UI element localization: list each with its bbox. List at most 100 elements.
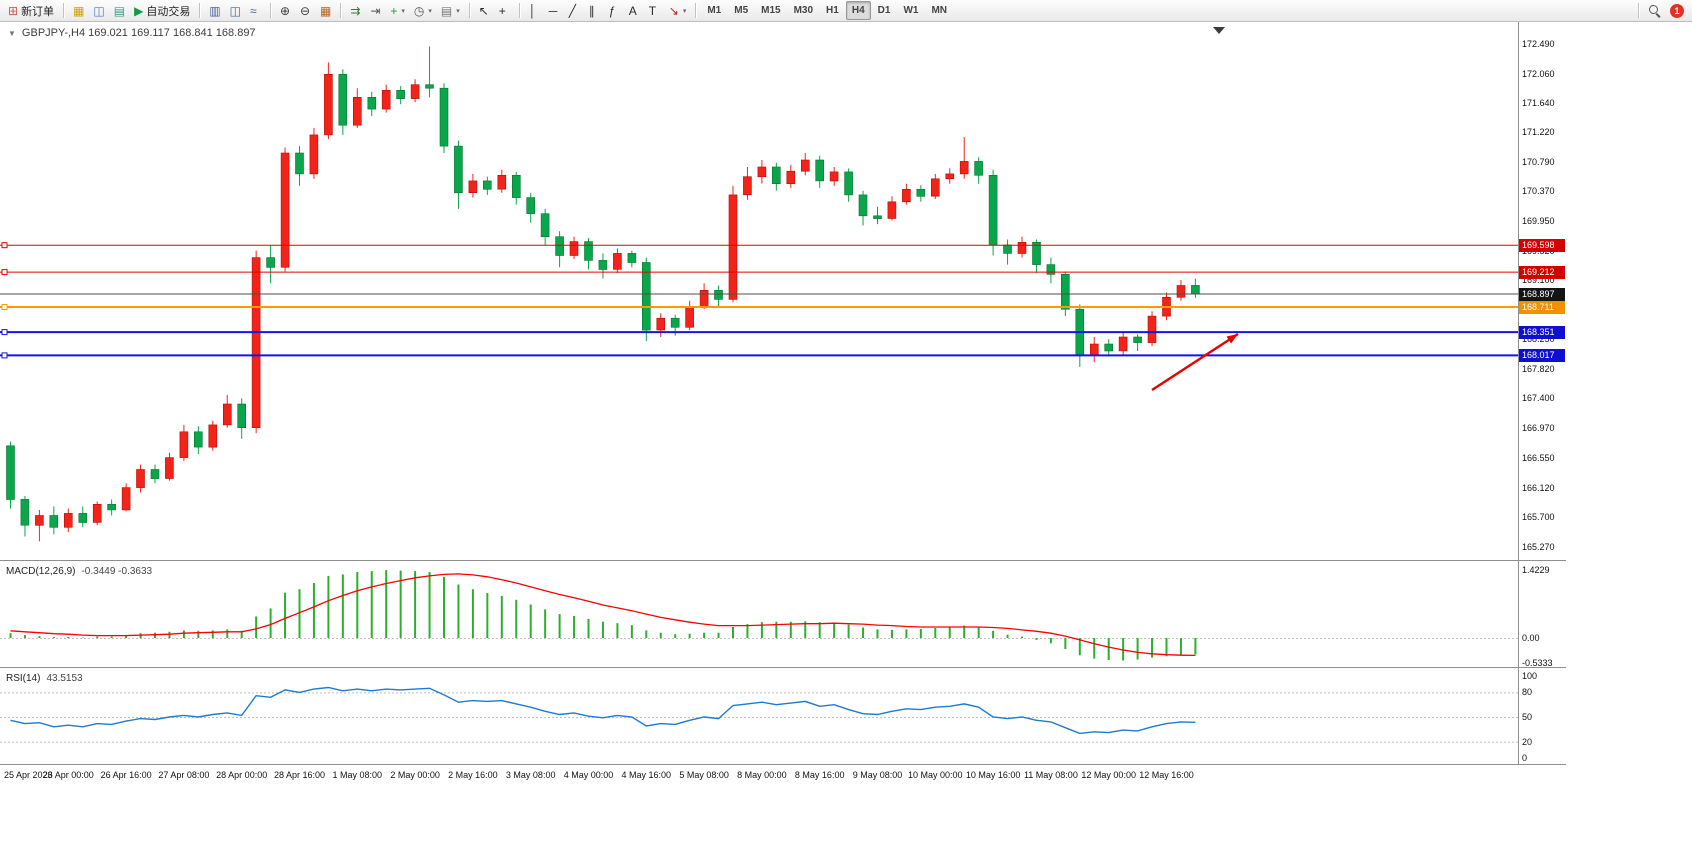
toolbar-separator [199,3,201,18]
chart-shift-marker[interactable] [1213,27,1225,34]
time-axis-label: 4 May 00:00 [563,770,614,780]
search-button[interactable] [1644,1,1665,20]
bear-candle [555,236,564,256]
time-axis-label: 10 May 16:00 [965,770,1021,780]
macd-signal-line [10,573,1196,657]
price-axis-label: 167.820 [1522,364,1555,375]
bull-candle [497,175,507,190]
zoom-out-button[interactable]: ⊖ [296,1,315,20]
line-chart-button[interactable]: ≈ [246,1,265,20]
bear-candle [916,189,926,197]
timeframe-d1-button[interactable]: D1 [877,5,891,16]
market-watch-button[interactable]: ▦ [69,1,88,20]
bear-candle [844,171,853,196]
zoom-in-icon: ⊕ [280,3,291,18]
time-axis-label: 12 May 16:00 [1139,770,1194,780]
bull-candle [1017,242,1027,254]
toolbar-separator [63,3,65,18]
timeframe-m5-button[interactable]: M5 [734,5,749,16]
chevron-down-icon: ▾ [428,7,432,15]
toolbar-separator [468,3,470,18]
auto-scroll-button[interactable]: ⇉ [346,1,365,20]
bull-candle [251,257,261,429]
bar-chart-icon: ▥ [209,3,221,18]
bear-candle [266,257,275,268]
terminal-icon: ▤ [113,3,126,18]
bar-chart-button[interactable]: ▥ [205,1,224,20]
crosshair-button[interactable]: + [495,1,514,20]
timeframe-h1-button[interactable]: H1 [826,5,839,16]
one-click-trading-arrow[interactable]: ▼ [8,28,16,38]
terminal-button[interactable]: ▤ [110,1,129,20]
price-axis-label: 165.270 [1522,541,1555,552]
navigator-button[interactable]: ◫ [89,1,108,20]
bear-candle [367,97,377,110]
arrows-button[interactable]: ↘ ▾ [665,1,691,20]
rsi-axis-label: 100 [1522,671,1538,681]
toolbar-separator [518,3,520,18]
time-axis-label: 8 May 00:00 [737,770,787,780]
bull-candle [930,178,940,197]
fibonacci-button[interactable]: ƒ [605,1,624,20]
notifications-badge[interactable]: 1 [1666,1,1688,20]
candlestick-chart-button[interactable]: ◫ [226,1,245,20]
price-axis-label: 171.220 [1522,127,1555,138]
price-axis-label: 170.370 [1522,186,1555,197]
time-axis-label: 28 Apr 00:00 [216,770,268,780]
chart-shift-button[interactable]: ⇥ [366,1,385,20]
bear-candle [714,289,723,300]
timeframe-m15-button[interactable]: M15 [761,5,781,16]
price-axis-label: 172.060 [1522,68,1555,79]
text-label-button[interactable]: T [645,1,664,20]
bear-candle [439,87,449,147]
timeframe-mn-button[interactable]: MN [931,5,947,16]
bull-candle [309,134,319,175]
trendline-button[interactable]: ╱ [565,1,584,20]
price-axis-label: 167.400 [1522,393,1555,404]
vertical-line-button[interactable]: │ [525,1,544,20]
line-handle[interactable] [1,329,8,336]
timeframe-w1-button[interactable]: W1 [903,5,919,16]
time-axis-label: 2 May 16:00 [448,770,498,780]
line-chart-icon: ≈ [250,3,257,18]
rsi-axis-label: 80 [1522,687,1533,698]
indicators-button[interactable]: + ▾ [386,1,409,20]
autotrading-button[interactable]: ▶ 自动交易 [130,1,194,20]
horizontal-line-button[interactable]: ─ [545,1,564,20]
tile-windows-icon: ▦ [320,3,332,18]
price-line-label: 169.598 [1519,238,1565,252]
text-button[interactable]: A [625,1,644,20]
line-handle[interactable] [1,352,8,359]
line-handle[interactable] [1,242,8,249]
new-order-button[interactable]: ⊞ 新订单 [4,1,58,20]
notification-badge-icon: 1 [1670,3,1684,18]
rsi-values: 43.5153 [46,673,83,684]
timeframe-m1-button[interactable]: M1 [707,5,722,16]
cursor-button[interactable]: ↖ [475,1,494,20]
rsi-name: RSI(14) [6,673,41,684]
bear-candle [1003,244,1012,254]
timeframe-m30-button[interactable]: M30 [793,5,814,16]
line-handle[interactable] [1,269,8,276]
periods-button[interactable]: ◷ ▾ [410,1,436,20]
cursor-icon: ↖ [478,3,489,18]
text-icon: A [628,3,637,18]
bull-candle [179,431,189,458]
bull-candle [136,469,145,488]
time-axis-label: 1 May 08:00 [332,770,383,780]
bull-candle [64,513,73,528]
timeframe-h4-button[interactable]: H4 [845,1,871,20]
channel-button[interactable]: ∥ [585,1,604,20]
arrow-annotation[interactable] [1151,332,1239,392]
bear-candle [598,260,608,270]
time-axis-label: 27 Apr 08:00 [158,770,210,780]
time-axis-label: 2 May 00:00 [390,770,440,780]
autotrading-button-label: 自动交易 [146,5,191,18]
bull-candle [800,159,810,172]
templates-button[interactable]: ▤ ▾ [437,1,464,20]
time-axis-label: 26 Apr 16:00 [100,770,152,780]
tile-windows-button[interactable]: ▦ [316,1,335,20]
zoom-in-button[interactable]: ⊕ [276,1,295,20]
line-handle[interactable] [1,304,8,310]
price-axis-label: 169.950 [1522,215,1555,226]
